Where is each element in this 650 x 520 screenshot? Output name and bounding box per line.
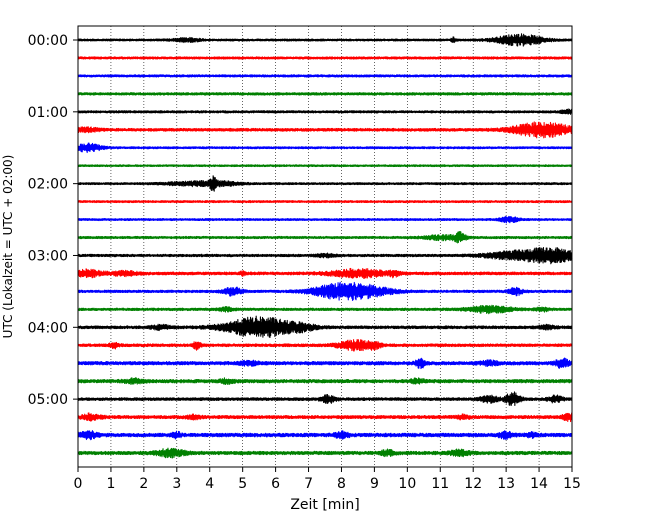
trace-0215 bbox=[77, 200, 573, 204]
trace-0530 bbox=[77, 430, 573, 441]
trace-0430 bbox=[77, 357, 573, 370]
x-axis-label: Zeit [min] bbox=[290, 497, 359, 513]
x-tick-label: 12 bbox=[464, 476, 482, 492]
trace-0030 bbox=[77, 74, 573, 78]
trace-0345 bbox=[77, 304, 573, 315]
plot-frame bbox=[77, 25, 573, 468]
x-tick-label: 5 bbox=[238, 476, 247, 492]
trace-0045 bbox=[77, 92, 573, 96]
trace-0145 bbox=[77, 164, 573, 168]
trace-0330 bbox=[77, 281, 573, 301]
x-tick-label: 4 bbox=[205, 476, 214, 492]
x-tick-label: 1 bbox=[106, 476, 115, 492]
y-tick-label: 00:00 bbox=[28, 33, 68, 49]
y-tick-label: 01:00 bbox=[28, 105, 68, 121]
trace-0130 bbox=[77, 142, 573, 154]
trace-0200 bbox=[77, 175, 573, 192]
trace-0415 bbox=[77, 339, 573, 352]
x-tick-label: 14 bbox=[530, 476, 548, 492]
x-tick-label: 13 bbox=[497, 476, 515, 492]
x-tick-label: 15 bbox=[563, 476, 581, 492]
x-tick-label: 9 bbox=[370, 476, 379, 492]
x-axis-ticks: 0 1 2 3 4 5 6 7 8 9 10 11 12 13 14 15 bbox=[74, 467, 581, 492]
x-tick-label: 0 bbox=[74, 476, 83, 492]
trace-0230 bbox=[77, 215, 573, 224]
x-tick-label: 11 bbox=[431, 476, 449, 492]
seismogram-traces bbox=[77, 33, 573, 459]
trace-0315 bbox=[77, 267, 573, 279]
y-axis-label: UTC (Lokalzeit = UTC + 02:00) bbox=[1, 155, 15, 339]
x-tick-label: 10 bbox=[398, 476, 416, 492]
x-tick-label: 7 bbox=[304, 476, 313, 492]
trace-0115 bbox=[77, 121, 573, 139]
y-tick-label: 04:00 bbox=[28, 320, 68, 336]
x-tick-label: 2 bbox=[139, 476, 148, 492]
y-tick-label: 05:00 bbox=[28, 392, 68, 408]
trace-0500 bbox=[77, 391, 573, 406]
trace-0100 bbox=[77, 108, 573, 115]
trace-0515 bbox=[77, 412, 573, 423]
trace-0545 bbox=[77, 447, 573, 459]
trace-0400 bbox=[77, 315, 573, 339]
trace-0245 bbox=[77, 231, 573, 244]
y-tick-label: 03:00 bbox=[28, 248, 68, 264]
trace-0000 bbox=[77, 33, 573, 47]
trace-0300 bbox=[77, 247, 573, 265]
trace-0015 bbox=[77, 56, 573, 60]
x-tick-label: 8 bbox=[337, 476, 346, 492]
y-axis-ticks: 00:00 01:00 02:00 03:00 04:00 05:00 bbox=[28, 33, 78, 408]
x-tick-label: 3 bbox=[172, 476, 181, 492]
x-tick-label: 6 bbox=[271, 476, 280, 492]
y-tick-label: 02:00 bbox=[28, 177, 68, 193]
trace-0445 bbox=[77, 377, 573, 386]
